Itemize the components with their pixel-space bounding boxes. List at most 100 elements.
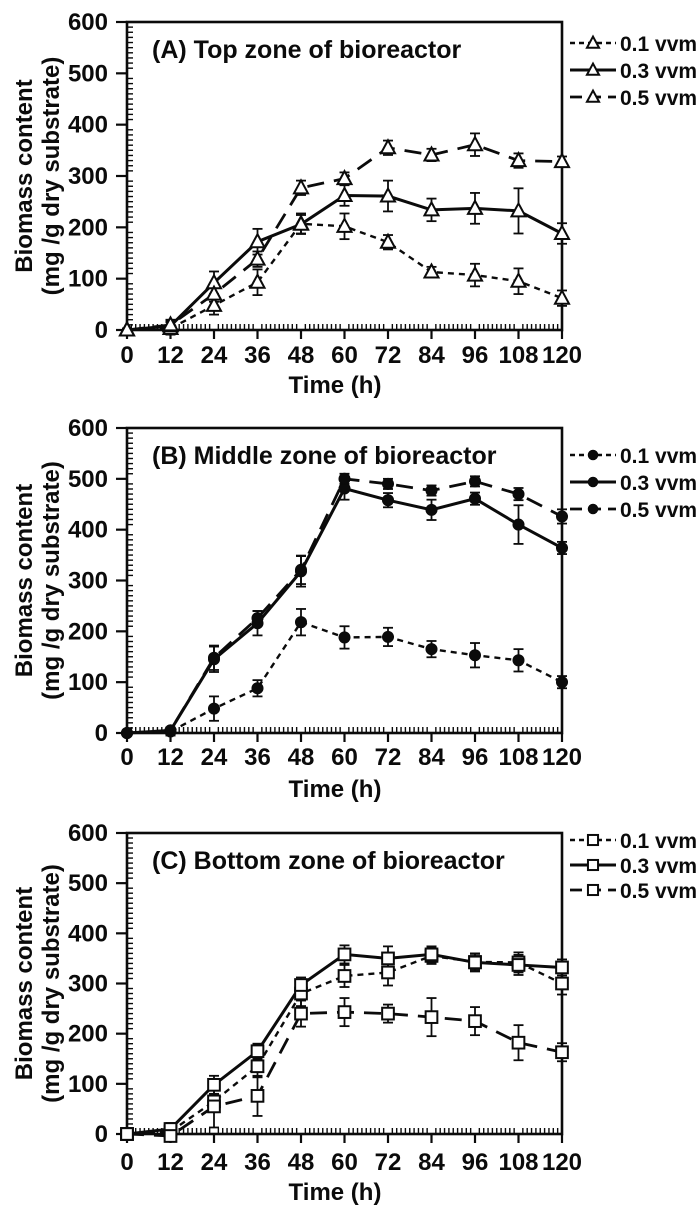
panel-c-legend-marker: [586, 833, 600, 847]
panel-b-minor-ticks: [127, 432, 559, 733]
panel-a-marker-0-5-vvm: [466, 135, 484, 152]
panel-b-marker-0-1-vvm: [251, 682, 264, 695]
panel-b-marker-0-3-vvm: [555, 541, 569, 554]
panel-c-y-tick-label: 600: [68, 820, 108, 847]
panel-b-error-bars-0-3-vvm: [122, 476, 567, 736]
panel-b-y-tick-label: 300: [68, 568, 108, 595]
panel-b-title: (B) Middle zone of bioreactor: [152, 442, 497, 470]
panel-a-legend-label: 0.1 vvm: [620, 33, 697, 56]
panel-c-marker-0-3-vvm: [468, 955, 482, 970]
panel-b-marker-0-1-vvm: [555, 676, 569, 689]
panel-c-marker-0-3-vvm: [207, 1077, 221, 1092]
panel-a-legend-label: 0.3 vvm: [620, 60, 697, 83]
panel-a-y-tick-label: 500: [68, 60, 108, 87]
panel-c-y-tick-label: 100: [68, 1071, 108, 1098]
panel-c-y-axis-title-line1: Biomass content: [11, 887, 38, 1080]
panel-a-x-tick-label: 60: [331, 342, 358, 369]
panel-c-markers-0-5-vvm: [120, 1005, 569, 1143]
panel-c-marker-0-5-vvm: [163, 1129, 178, 1143]
panel-a-marker-0-1-vvm: [466, 265, 484, 282]
panel-a-marker-0-3-vvm: [422, 200, 441, 217]
panel-a-legend-marker: [585, 34, 601, 49]
panel-b-x-tick-label: 0: [120, 744, 133, 771]
panel-c-x-tick-label: 48: [288, 1149, 315, 1176]
panel-b-x-tick-label: 96: [462, 744, 489, 771]
panel-a-markers-0-5-vvm: [118, 135, 571, 337]
panel-b-x-tick-label: 120: [542, 744, 582, 771]
panel-a-x-tick-label: 36: [244, 342, 271, 369]
panel-c-marker-0-1-vvm: [381, 965, 395, 980]
panel-b-marker-0-5-vvm: [120, 726, 134, 740]
panel-c-y-tick-label: 200: [68, 1021, 108, 1048]
panel-b-error-bars-0-1-vvm: [122, 608, 567, 737]
panel-a-marker-0-5-vvm: [509, 151, 528, 168]
panel-c-title: (C) Bottom zone of bioreactor: [152, 847, 505, 875]
panel-b-marker-0-3-vvm: [425, 503, 438, 516]
panel-a-marker-0-5-vvm: [118, 320, 136, 337]
panel-a-y-axis-title-line2: (mg /g dry substrate): [38, 57, 65, 296]
panel-c-x-tick-label: 12: [157, 1149, 184, 1176]
panel-b-x-tick-label: 60: [331, 744, 358, 771]
panel-a-marker-0-5-vvm: [292, 178, 310, 195]
panel-a-y-tick-label: 600: [68, 9, 108, 36]
panel-b-legend-item-0-3-vvm: 0.3 vvm: [570, 472, 697, 495]
panel-c-x-tick-label: 96: [462, 1149, 489, 1176]
panel-a-legend-marker: [585, 88, 601, 103]
panel-b-major-ticks: [116, 426, 564, 742]
panel-a-marker-0-3-vvm: [335, 185, 354, 203]
panel-a-marker-0-1-vvm: [422, 262, 441, 279]
panel-a-legend-item-0-3-vvm: 0.3 vvm: [570, 60, 697, 83]
panel-b-markers-0-1-vvm: [120, 616, 569, 740]
panel-c-legend-marker: [586, 858, 600, 872]
panel-b-marker-0-5-vvm: [251, 612, 264, 625]
panel-a-marker-0-5-vvm: [335, 168, 354, 186]
panel-a-x-tick-label: 0: [120, 342, 133, 369]
panel-c-marker-0-5-vvm: [120, 1127, 134, 1141]
panel-b-x-tick-label: 24: [201, 744, 228, 771]
panel-c-marker-0-3-vvm: [555, 960, 569, 975]
panel-b-legend-marker: [587, 476, 599, 488]
panel-c-marker-0-5-vvm: [511, 1035, 526, 1050]
panel-b-marker-0-5-vvm: [512, 488, 525, 501]
panel-c-marker-0-5-vvm: [207, 1099, 221, 1114]
panel-b-middle-zone-chart: 0 12 24 36 48 60 72 84 96 108 120 0 100 200 300 400 500 6…: [11, 415, 697, 803]
panel-a-y-tick-label: 300: [68, 163, 108, 190]
panel-b-legend: 0.1 vvm 0.3 vvm 0.5 vvm: [570, 445, 697, 522]
panel-a-top-zone-chart: 0 12 24 36 48 60 72 84 96 108 120 0 100 200 300 400 500 6…: [11, 9, 697, 399]
panel-c-x-tick-label: 72: [375, 1149, 402, 1176]
panel-b-series-line-0-5-vvm: [126, 477, 563, 735]
panel-c-marker-0-3-vvm: [424, 947, 439, 962]
panel-a-marker-0-5-vvm: [161, 315, 180, 332]
panel-a-marker-0-3-vvm: [248, 232, 267, 249]
panel-a-y-tick-label: 0: [95, 317, 108, 344]
panel-a-x-tick-label: 120: [542, 342, 582, 369]
panel-b-legend-label: 0.3 vvm: [620, 472, 697, 495]
panel-b-marker-0-5-vvm: [207, 651, 221, 664]
panel-c-legend-item-0-1-vvm: 0.1 vvm: [570, 830, 697, 853]
panel-b-y-axis-title-line1: Biomass content: [11, 484, 38, 677]
panel-b-y-tick-label: 0: [95, 720, 108, 747]
panel-a-marker-0-1-vvm: [553, 288, 571, 305]
panel-b-legend-item-0-1-vvm: 0.1 vvm: [570, 445, 697, 468]
panel-a-marker-0-1-vvm: [248, 272, 267, 289]
panel-c-marker-0-1-vvm: [337, 969, 352, 983]
panel-c-x-tick-label: 24: [201, 1149, 228, 1176]
panel-c-marker-0-3-vvm: [381, 951, 395, 966]
panel-c-y-tick-label: 300: [68, 971, 108, 998]
panel-b-y-tick-label: 600: [68, 415, 108, 442]
panel-b-marker-0-5-vvm: [381, 477, 395, 490]
panel-a-x-tick-label: 48: [288, 342, 315, 369]
panel-a-marker-0-1-vvm: [379, 232, 397, 249]
panel-b-marker-0-1-vvm: [381, 630, 395, 643]
panel-a-marker-0-5-vvm: [422, 145, 441, 162]
panel-b-markers-0-5-vvm: [120, 472, 569, 740]
panel-a-marker-0-1-vvm: [205, 295, 223, 312]
panel-a-x-tick-label: 84: [418, 342, 445, 369]
panel-a-marker-0-3-vvm: [466, 198, 484, 215]
panel-b-marker-0-5-vvm: [294, 563, 308, 576]
panel-c-marker-0-3-vvm: [294, 978, 308, 992]
panel-c-x-tick-label: 36: [244, 1149, 271, 1176]
panel-a-legend: 0.1 vvm 0.3 vvm 0.5 vvm: [570, 33, 697, 110]
panel-b-x-tick-label: 48: [288, 744, 315, 771]
